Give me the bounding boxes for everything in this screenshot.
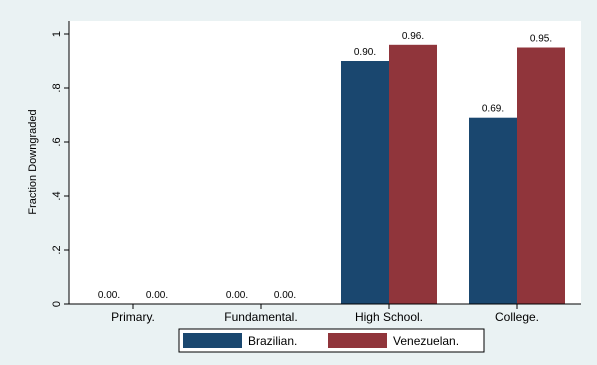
value-label: 0.90. [354,47,376,58]
y-tick-label: .4 [51,191,63,200]
legend-label-brazilian: Brazilian. [248,334,297,348]
bar-venezuelan-highschool [389,44,437,305]
y-tick-label: 1 [51,31,63,37]
bar-venezuelan-college [517,47,565,304]
x-tick-label: Fundamental. [224,310,297,324]
x-tick-label: High School. [355,310,423,324]
value-label: 0.00. [226,290,248,301]
x-tick-label: College. [495,310,539,324]
value-label: 0.00. [146,290,168,301]
value-label: 0.69. [482,104,504,115]
value-labels: 0.00. 0.00. 0.00. 0.00. 0.90. 0.96. 0.69. 0.95. [98,31,552,301]
x-tick-label: Primary. [111,310,155,324]
y-tick-label: .2 [51,245,63,254]
value-label: 0.96. [402,31,424,42]
value-label: 0.95. [530,34,552,45]
x-axis-ticks: Primary. Fundamental. High School. College. [111,304,539,324]
y-axis-title: Fraction Downgraded [27,109,39,214]
value-label: 0.00. [274,290,296,301]
bar-brazilian-college [469,117,517,304]
y-tick-label: .6 [51,137,63,146]
value-label: 0.00. [98,290,120,301]
legend-swatch-venezuelan [328,333,387,348]
legend-swatch-brazilian [183,333,242,348]
legend: Brazilian. Venezuelan. [178,328,485,353]
legend-label-venezuelan: Venezuelan. [393,334,459,348]
bar-brazilian-highschool [341,61,389,304]
y-axis-ticks: 0 .2 .4 .6 .8 1 [51,31,69,307]
y-tick-label: .8 [51,83,63,92]
bars [341,44,565,305]
y-tick-label: 0 [51,301,63,307]
